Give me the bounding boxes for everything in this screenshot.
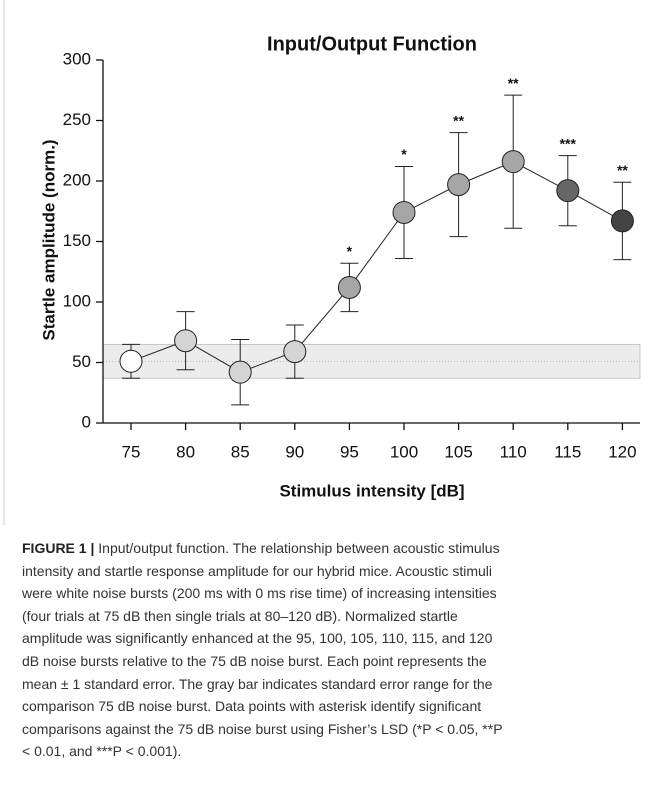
caption-line: comparison 75 dB noise burst. Data point… xyxy=(22,695,647,718)
caption-line: FIGURE 1 | Input/output function. The re… xyxy=(22,537,647,560)
caption-text: intensity and startle response amplitude… xyxy=(22,562,492,579)
data-point xyxy=(501,150,525,174)
caption: FIGURE 1 | Input/output function. The re… xyxy=(22,537,647,763)
data-point xyxy=(283,340,307,364)
data-line xyxy=(130,161,623,373)
significance-label: *** xyxy=(560,135,577,151)
caption-text: (four trials at 75 dB then single trials… xyxy=(22,607,458,624)
caption-line: intensity and startle response amplitude… xyxy=(22,560,647,583)
caption-text: Input/output function. The relationship … xyxy=(94,540,500,556)
x-tick-label: 75 xyxy=(122,442,141,461)
caption-text: comparison 75 dB noise burst. Data point… xyxy=(22,698,482,715)
data-point xyxy=(174,329,198,353)
caption-text: amplitude was significantly enhanced at … xyxy=(22,630,493,647)
y-tick-label: 250 xyxy=(63,110,91,129)
significance-label: * xyxy=(401,146,407,162)
caption-line: comparisons against the 75 dB noise burs… xyxy=(22,718,647,741)
data-point xyxy=(392,200,416,224)
x-tick-label: 100 xyxy=(390,442,418,461)
caption-text: < 0.01, and ***P < 0.001). xyxy=(22,743,182,760)
data-point xyxy=(447,173,471,197)
significance-label: ** xyxy=(508,75,519,91)
significance-label: ** xyxy=(617,162,628,178)
significance-label: * xyxy=(347,243,353,259)
caption-line: (four trials at 75 dB then single trials… xyxy=(22,605,647,628)
x-tick-label: 120 xyxy=(608,442,636,461)
caption-text: mean ± 1 standard error. The gray bar in… xyxy=(22,675,493,692)
x-tick-label: 105 xyxy=(444,442,472,461)
y-tick-label: 150 xyxy=(63,231,91,250)
x-tick-label: 110 xyxy=(500,442,527,461)
caption-line: amplitude was significantly enhanced at … xyxy=(22,627,647,650)
y-tick-label: 100 xyxy=(63,291,91,310)
y-tick-label: 0 xyxy=(82,412,91,431)
x-tick-label: 80 xyxy=(176,442,195,461)
y-tick-label: 50 xyxy=(72,352,91,371)
data-point xyxy=(119,349,143,373)
x-axis-label: Stimulus intensity [dB] xyxy=(279,481,464,500)
data-point xyxy=(337,275,361,299)
data-point xyxy=(556,179,580,203)
significance-label: ** xyxy=(453,112,464,128)
caption-text: comparisons against the 75 dB noise burs… xyxy=(22,720,503,737)
caption-label: FIGURE 1 | xyxy=(22,540,95,556)
caption-line: < 0.01, and ***P < 0.001). xyxy=(22,740,647,763)
caption-line: were white noise bursts (200 ms with 0 m… xyxy=(22,582,647,605)
x-tick-label: 115 xyxy=(554,442,581,461)
y-tick-label: 300 xyxy=(63,49,91,68)
caption-text: dB noise bursts relative to the 75 dB no… xyxy=(22,652,487,669)
caption-line: mean ± 1 standard error. The gray bar in… xyxy=(22,673,647,696)
chart: Input/Output Function Stimulus intensity… xyxy=(3,0,641,525)
caption-text: were white noise bursts (200 ms with 0 m… xyxy=(22,585,497,602)
x-tick-label: 95 xyxy=(340,442,359,461)
y-tick-label: 200 xyxy=(63,170,91,189)
caption-line: dB noise bursts relative to the 75 dB no… xyxy=(22,650,647,673)
chart-title: Input/Output Function xyxy=(267,33,477,55)
data-point xyxy=(610,209,634,233)
y-axis-label: Startle amplitude (norm.) xyxy=(39,139,58,340)
x-tick-label: 85 xyxy=(231,442,250,461)
data-point xyxy=(228,360,252,384)
x-tick-label: 90 xyxy=(285,442,304,461)
